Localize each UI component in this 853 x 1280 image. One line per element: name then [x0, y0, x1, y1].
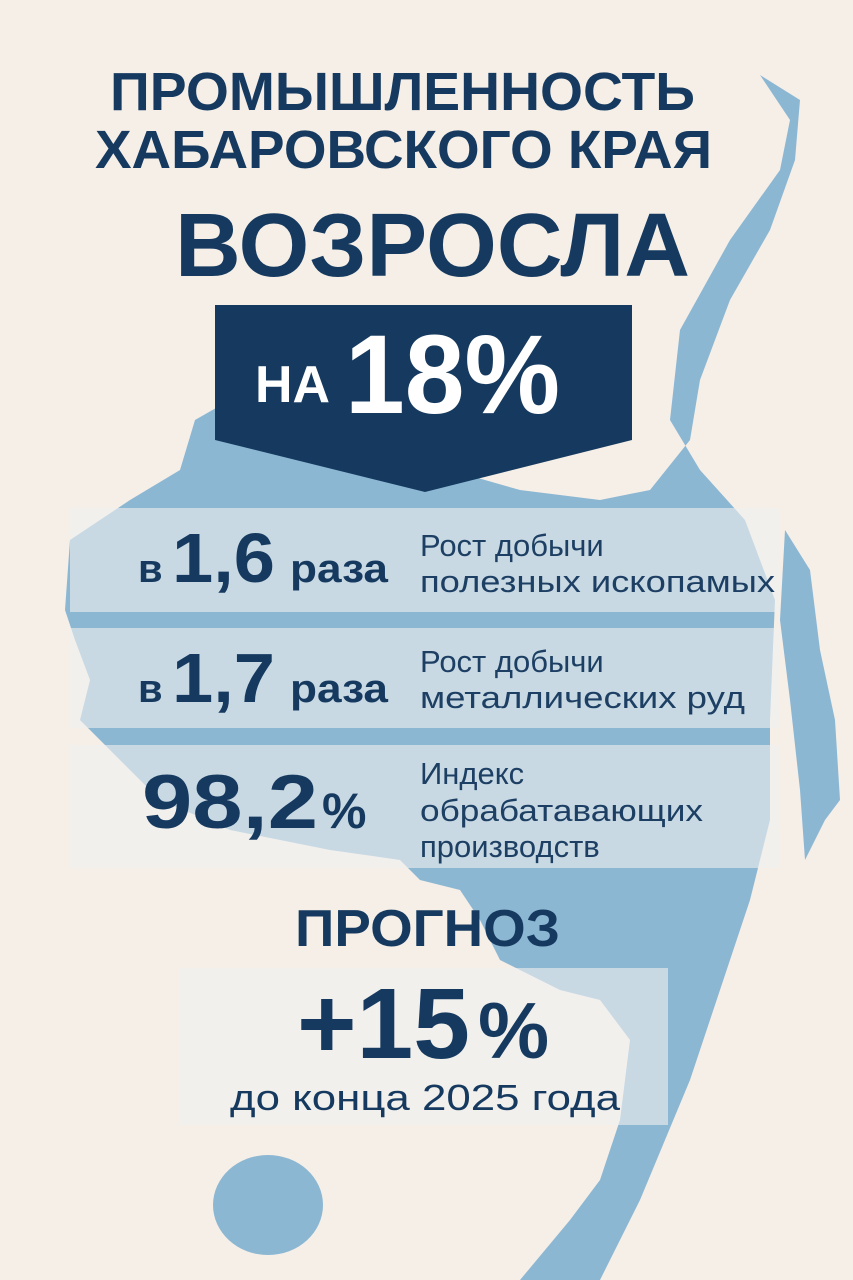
banner	[215, 305, 632, 492]
stat-value: 98,2	[142, 760, 318, 845]
title-line: ПРОМЫШЛЕННОСТЬ	[110, 62, 695, 122]
headline: ВОЗРОСЛА	[175, 196, 690, 296]
stat-description: обрабатавающих	[420, 793, 704, 828]
stat-suffix: %	[322, 783, 366, 839]
title-line: ХАБАРОВСКОГО КРАЯ	[95, 120, 712, 180]
stat-row	[70, 628, 780, 728]
banner-value: 18%	[345, 312, 560, 437]
forecast-note: до конца 2025 года	[230, 1077, 621, 1118]
stat-description: полезных ископамых	[420, 564, 776, 599]
stat-value: 1,7	[172, 639, 275, 717]
forecast-unit: %	[478, 986, 549, 1075]
stat-description: Рост добычи	[420, 528, 604, 563]
stat-description: Индекс	[420, 756, 524, 791]
stat-description: металлических руд	[420, 680, 745, 715]
forecast-value: +15	[297, 968, 470, 1080]
stat-suffix: раза	[290, 547, 389, 591]
stat-row	[70, 745, 780, 868]
stat-prefix: в	[138, 667, 163, 711]
stat-prefix: в	[138, 547, 163, 591]
stat-description: производств	[420, 829, 600, 864]
map-sakhalin	[780, 530, 840, 860]
stat-value: 1,6	[172, 519, 275, 597]
map-island	[213, 1155, 323, 1255]
forecast-box	[180, 968, 668, 1125]
stat-row	[70, 508, 780, 612]
banner-prefix: НА	[255, 356, 330, 414]
forecast-title: ПРОГНОЗ	[295, 900, 560, 958]
stat-description: Рост добычи	[420, 644, 604, 679]
stat-suffix: раза	[290, 667, 389, 711]
